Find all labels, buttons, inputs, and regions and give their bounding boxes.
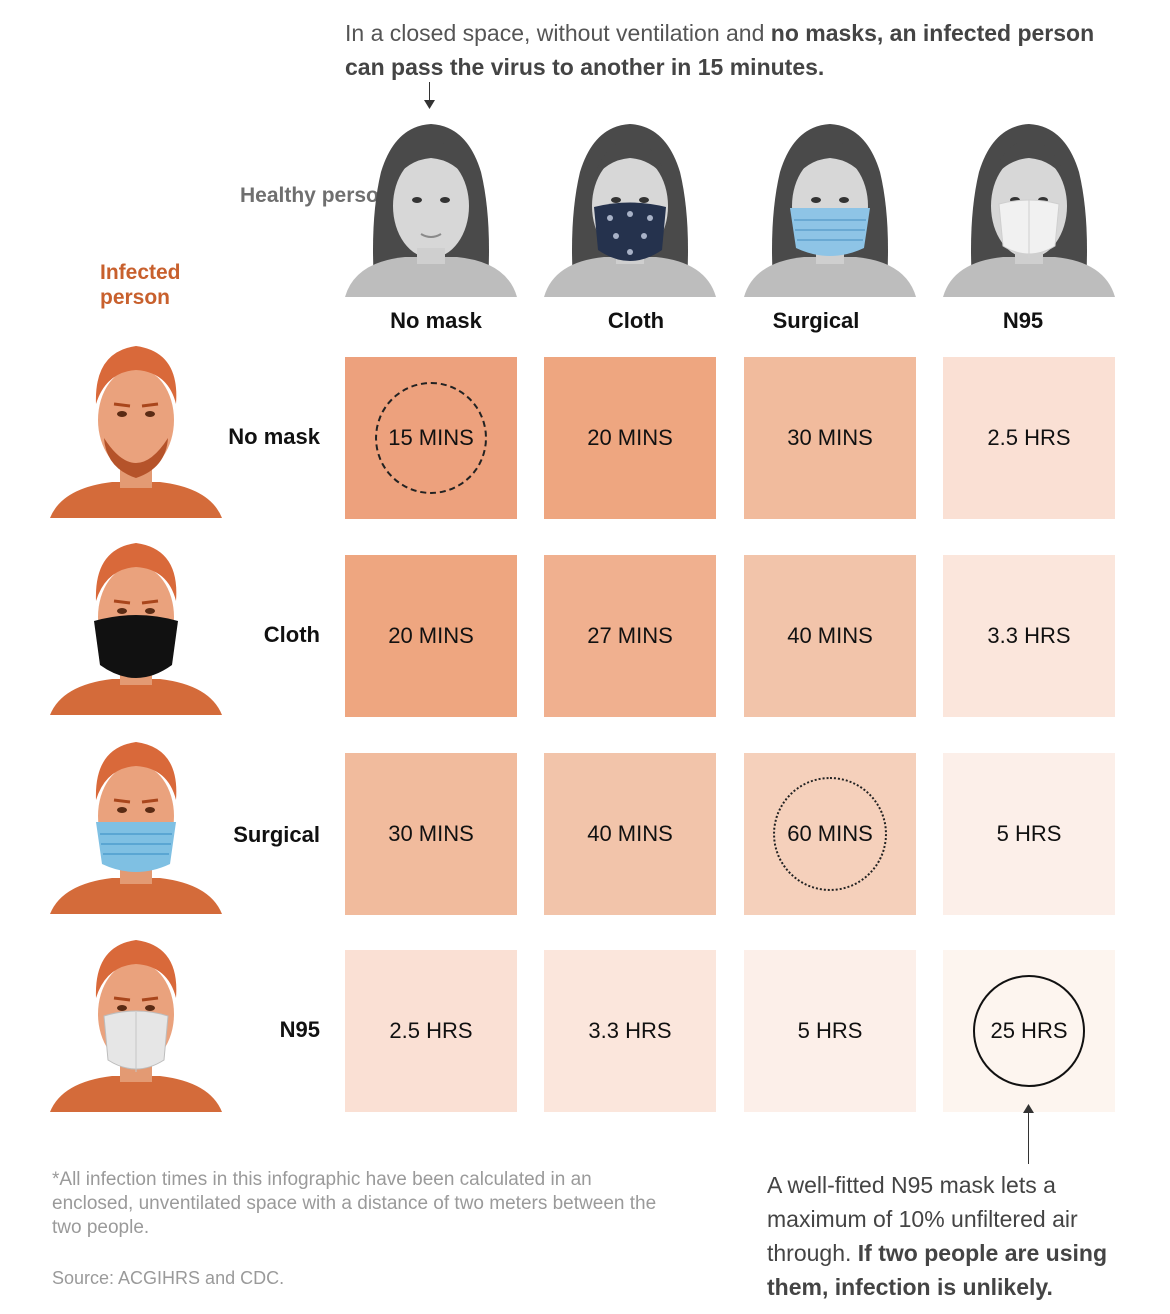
row-header-cloth: Cloth (263, 622, 320, 647)
grid-cell: 60 MINS (744, 753, 916, 915)
healthy-person-surgical-mask-icon (744, 112, 916, 297)
column-header-no-mask: No mask (390, 308, 482, 333)
cell-value: 60 MINS (787, 821, 873, 846)
grid-cell: 25 HRS (943, 950, 1115, 1112)
grid-cell: 30 MINS (744, 357, 916, 519)
row-header-surgical: Surgical (233, 822, 320, 847)
cell-value: 27 MINS (587, 623, 673, 648)
grid-cell: 3.3 HRS (544, 950, 716, 1112)
cell-value: 20 MINS (388, 623, 474, 648)
healthy-person-cloth-mask-icon (544, 112, 716, 297)
top-arrow-head-icon (424, 100, 435, 109)
n95-callout-bold: If two people are using them, infection … (767, 1240, 1107, 1300)
cell-value: 3.3 HRS (588, 1018, 672, 1043)
column-header-n95: N95 (1002, 308, 1044, 333)
row-header-no-mask: No mask (228, 424, 320, 449)
highlight-ring (375, 382, 487, 494)
cell-value: 2.5 HRS (987, 425, 1071, 450)
source-note: Source: ACGIHRS and CDC. (52, 1268, 285, 1288)
infected-person-cloth-mask-icon (50, 525, 222, 715)
grid-cell: 15 MINS (345, 357, 517, 519)
healthy-person-n95-mask-icon (943, 112, 1115, 297)
grid-cell: 20 MINS (544, 357, 716, 519)
column-header-surgical: Surgical (772, 308, 860, 333)
healthy-person-no-mask-icon (345, 112, 517, 297)
healthy-person-label: Healthy person (240, 184, 392, 207)
grid-cell: 40 MINS (744, 555, 916, 717)
cell-value: 3.3 HRS (987, 623, 1071, 648)
grid-cell: 2.5 HRS (943, 357, 1115, 519)
grid-cell: 20 MINS (345, 555, 517, 717)
grid-cell: 5 HRS (943, 753, 1115, 915)
infected-person-label: Infected person (100, 261, 181, 309)
highlight-ring (773, 777, 887, 891)
n95-callout-plain: A well-fitted N95 mask lets a maximum of… (767, 1172, 1078, 1266)
cell-value: 30 MINS (388, 821, 474, 846)
top-annotation-bold: no masks, an infected person can pass th… (345, 20, 1095, 80)
top-annotation: In a closed space, without ventilation a… (345, 16, 1105, 84)
infected-person-surgical-mask-icon (50, 724, 222, 914)
cell-value: 30 MINS (787, 425, 873, 450)
grid-cell: 3.3 HRS (943, 555, 1115, 717)
cell-value: 5 HRS (996, 821, 1062, 846)
cell-value: 2.5 HRS (389, 1018, 473, 1043)
highlight-ring (973, 975, 1085, 1087)
top-annotation-plain: In a closed space, without ventilation a… (345, 20, 771, 46)
infected-person-n95-mask-icon (50, 922, 222, 1112)
cell-value: 25 HRS (990, 1018, 1068, 1043)
grid-cell: 27 MINS (544, 555, 716, 717)
cell-value: 15 MINS (388, 425, 474, 450)
footnote: *All infection times in this infographic… (52, 1169, 657, 1238)
infected-person-no-mask-icon (50, 328, 222, 518)
cell-value: 40 MINS (787, 623, 873, 648)
cell-value: 20 MINS (587, 425, 673, 450)
grid-cell: 2.5 HRS (345, 950, 517, 1112)
grid-cell: 5 HRS (744, 950, 916, 1112)
grid-cell: 30 MINS (345, 753, 517, 915)
cell-value: 5 HRS (797, 1018, 863, 1043)
callout-arrow-head-icon (1023, 1104, 1034, 1113)
n95-callout: A well-fitted N95 mask lets a maximum of… (767, 1168, 1147, 1304)
top-arrow-line (429, 82, 430, 104)
cell-value: 40 MINS (587, 821, 673, 846)
row-header-n95: N95 (279, 1017, 320, 1042)
grid-cell: 40 MINS (544, 753, 716, 915)
column-header-cloth: Cloth (607, 308, 665, 333)
callout-arrow-line (1028, 1112, 1029, 1164)
